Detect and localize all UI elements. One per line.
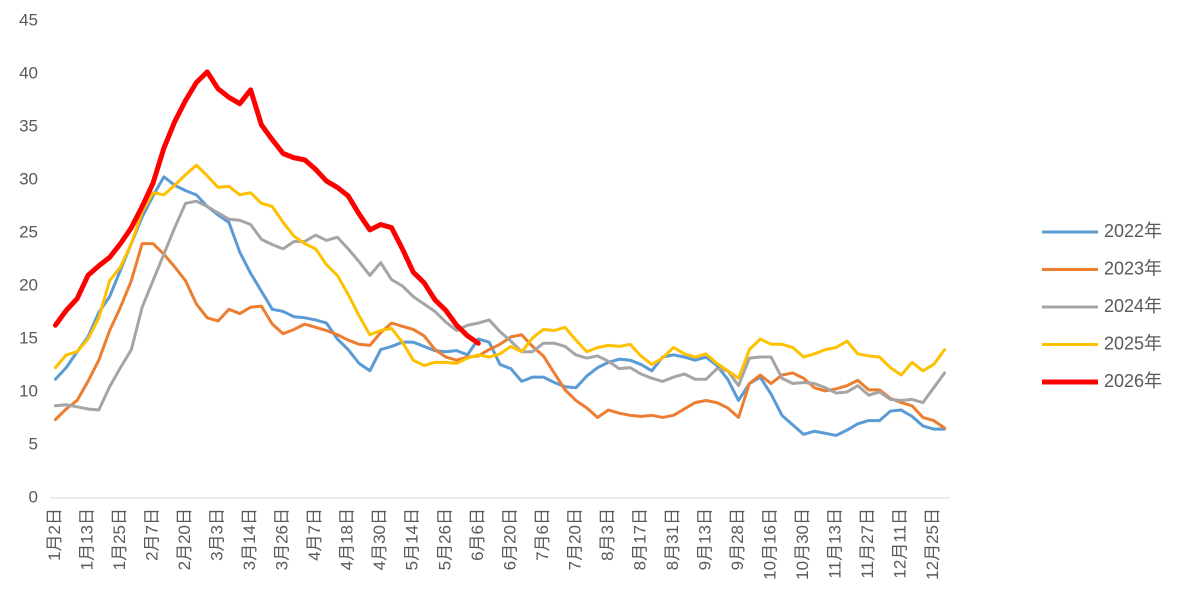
x-tick-label: 6月6日: [468, 508, 487, 561]
x-tick-label: 8月17日: [630, 508, 649, 570]
x-tick-label: 9月13日: [696, 508, 715, 570]
x-tick-label: 12月11日: [891, 508, 910, 579]
x-tick-label: 3月14日: [240, 508, 259, 570]
x-tick-label: 2月20日: [175, 508, 194, 570]
y-tick-label: 40: [19, 63, 38, 82]
legend-label: 2022年: [1104, 221, 1162, 241]
x-tick-label: 6月20日: [500, 508, 519, 570]
x-tick-label: 10月30日: [793, 508, 812, 580]
series-line: [53, 242, 947, 430]
x-tick-label: 4月7日: [305, 508, 324, 561]
x-tick-label: 3月26日: [273, 508, 292, 570]
y-tick-label: 25: [19, 222, 38, 241]
x-tick-label: 10月16日: [761, 508, 780, 580]
x-tick-label: 2月7日: [142, 508, 161, 561]
series-line: [53, 175, 947, 437]
y-tick-label: 0: [29, 487, 38, 506]
x-tick-label: 12月25日: [923, 508, 942, 580]
legend-label: 2025年: [1104, 333, 1162, 353]
x-tick-label: 5月14日: [403, 508, 422, 570]
series-line: [52, 69, 481, 346]
series-line: [53, 199, 947, 412]
legend-label: 2026年: [1104, 371, 1162, 391]
y-tick-label: 45: [19, 10, 38, 29]
x-tick-label: 1月2日: [45, 508, 64, 561]
x-tick-label: 11月13日: [826, 508, 845, 579]
x-tick-label: 1月25日: [110, 508, 129, 570]
legend-label: 2023年: [1104, 258, 1162, 278]
x-tick-label: 3月3日: [208, 508, 227, 561]
y-tick-label: 5: [29, 434, 38, 453]
legend-label: 2024年: [1104, 296, 1162, 316]
x-tick-label: 9月28日: [728, 508, 747, 570]
y-tick-label: 35: [19, 116, 38, 135]
x-tick-label: 8月3日: [598, 508, 617, 561]
x-tick-label: 4月18日: [338, 508, 357, 570]
x-tick-label: 1月13日: [77, 508, 96, 570]
x-tick-label: 4月30日: [370, 508, 389, 570]
y-tick-label: 15: [19, 328, 38, 347]
x-tick-label: 5月26日: [435, 508, 454, 570]
y-tick-label: 20: [19, 275, 38, 294]
x-tick-label: 8月31日: [663, 508, 682, 570]
y-tick-label: 10: [19, 381, 38, 400]
x-tick-label: 7月20日: [565, 508, 584, 570]
x-tick-label: 7月6日: [533, 508, 552, 561]
x-tick-label: 11月27日: [858, 508, 877, 579]
series-line: [53, 163, 947, 380]
y-tick-label: 30: [19, 169, 38, 188]
